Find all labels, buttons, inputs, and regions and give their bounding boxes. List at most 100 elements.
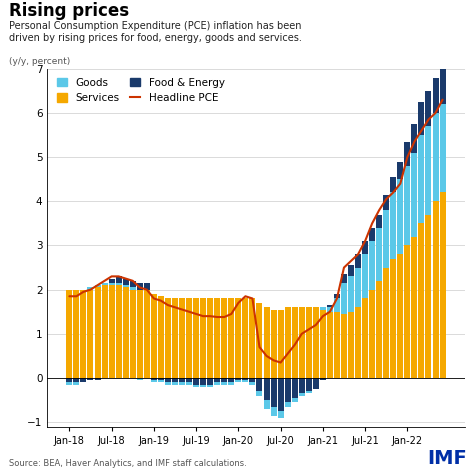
Bar: [278, 411, 283, 418]
Bar: [341, 314, 347, 378]
Bar: [306, 378, 312, 391]
Bar: [214, 383, 220, 384]
Bar: [101, 285, 108, 378]
Bar: [137, 378, 143, 380]
Bar: [369, 228, 375, 241]
Bar: [439, 104, 446, 192]
Bar: [130, 290, 136, 378]
Bar: [334, 294, 340, 299]
Bar: [362, 254, 368, 299]
Bar: [390, 177, 396, 192]
Bar: [172, 383, 178, 384]
Bar: [355, 307, 361, 378]
Bar: [158, 296, 164, 378]
Bar: [158, 378, 164, 380]
Bar: [292, 378, 298, 398]
Bar: [299, 378, 305, 393]
Bar: [73, 290, 79, 378]
Bar: [116, 283, 122, 285]
Bar: [137, 283, 143, 290]
Bar: [186, 299, 192, 378]
Bar: [236, 378, 241, 380]
Bar: [193, 384, 199, 387]
Bar: [81, 378, 86, 383]
Bar: [207, 378, 213, 384]
Bar: [327, 307, 333, 312]
Bar: [186, 383, 192, 384]
Bar: [193, 378, 199, 384]
Bar: [88, 378, 93, 380]
Bar: [200, 299, 206, 378]
Bar: [426, 126, 431, 215]
Bar: [278, 378, 283, 411]
Bar: [242, 378, 248, 380]
Bar: [313, 307, 319, 378]
Bar: [116, 276, 122, 283]
Bar: [426, 215, 431, 378]
Bar: [334, 299, 340, 312]
Bar: [249, 378, 255, 383]
Bar: [221, 383, 227, 384]
Bar: [397, 179, 403, 254]
Bar: [411, 237, 418, 378]
Bar: [404, 246, 410, 378]
Text: (y/y, percent): (y/y, percent): [9, 57, 71, 66]
Bar: [130, 287, 136, 290]
Bar: [123, 279, 128, 285]
Bar: [419, 102, 424, 135]
Bar: [383, 267, 389, 378]
Bar: [94, 378, 100, 380]
Legend: Goods, Services, Food & Energy, Headline PCE: Goods, Services, Food & Energy, Headline…: [57, 78, 225, 103]
Bar: [179, 299, 185, 378]
Bar: [376, 228, 382, 281]
Bar: [200, 384, 206, 387]
Bar: [73, 383, 79, 384]
Bar: [207, 384, 213, 387]
Bar: [292, 398, 298, 402]
Bar: [221, 299, 227, 378]
Bar: [256, 303, 263, 378]
Bar: [101, 283, 108, 285]
Bar: [313, 378, 319, 389]
Bar: [348, 265, 354, 276]
Bar: [433, 78, 438, 113]
Bar: [433, 201, 438, 378]
Bar: [397, 254, 403, 378]
Bar: [165, 299, 171, 378]
Bar: [327, 305, 333, 307]
Bar: [404, 142, 410, 166]
Bar: [271, 407, 276, 416]
Bar: [158, 380, 164, 383]
Bar: [320, 307, 326, 310]
Bar: [88, 287, 93, 290]
Bar: [433, 113, 438, 201]
Bar: [249, 383, 255, 384]
Bar: [179, 383, 185, 384]
Bar: [306, 307, 312, 378]
Bar: [228, 299, 234, 378]
Bar: [214, 378, 220, 383]
Bar: [362, 241, 368, 254]
Bar: [109, 285, 115, 378]
Bar: [341, 274, 347, 283]
Bar: [426, 91, 431, 126]
Bar: [186, 378, 192, 383]
Bar: [285, 378, 291, 402]
Text: IMF: IMF: [427, 449, 467, 468]
Bar: [299, 307, 305, 378]
Bar: [172, 299, 178, 378]
Bar: [320, 310, 326, 378]
Bar: [271, 378, 276, 407]
Bar: [242, 299, 248, 378]
Bar: [439, 66, 446, 104]
Bar: [278, 310, 283, 378]
Bar: [390, 192, 396, 259]
Bar: [341, 283, 347, 314]
Bar: [193, 299, 199, 378]
Bar: [249, 299, 255, 378]
Bar: [151, 294, 157, 378]
Bar: [94, 285, 100, 287]
Bar: [369, 290, 375, 378]
Bar: [411, 124, 418, 153]
Bar: [123, 287, 128, 378]
